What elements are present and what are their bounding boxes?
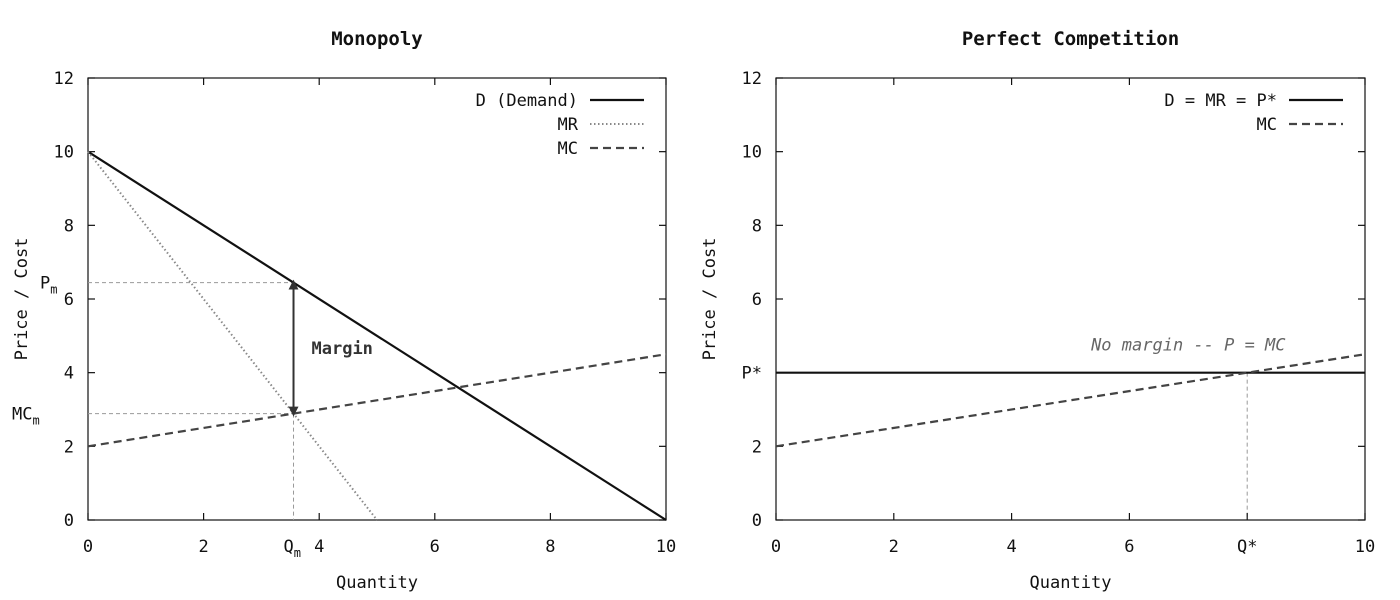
- monopoly-y-tick-label: 8: [64, 216, 74, 236]
- monopoly-series-mc-line: [87, 353, 667, 448]
- monopoly-x-axis-label: Quantity: [336, 573, 418, 593]
- competition-y-axis-label: Price / Cost: [700, 238, 720, 361]
- competition-x-tick-label: 2: [889, 537, 899, 557]
- competition-y-tick-label: 0: [752, 511, 762, 531]
- competition-y-tick-label: 2: [752, 437, 762, 457]
- mcm-tick-label: MCm: [12, 405, 40, 428]
- competition-series-mc-line: [775, 353, 1366, 448]
- monopoly-x-tick-label: 10: [656, 537, 676, 557]
- pm-tick-label: Pm: [40, 274, 57, 297]
- competition-x-tick-label: 0: [771, 537, 781, 557]
- qm-tick-label: Qm: [284, 537, 301, 560]
- monopoly-x-tick-label: 6: [430, 537, 440, 557]
- monopoly-legend-label-d-demand: D (Demand): [476, 91, 578, 111]
- competition-x-axis-label: Quantity: [1030, 573, 1112, 593]
- competition-y-tick-label: 10: [742, 143, 762, 163]
- margin-label: Margin: [312, 339, 373, 359]
- competition-y-tick-label: 8: [752, 216, 762, 236]
- monopoly-x-tick-label: 8: [545, 537, 555, 557]
- monopoly-y-tick-label: 10: [54, 143, 74, 163]
- competition-y-tick-label: 12: [742, 69, 762, 89]
- monopoly-chart: Monopoly 0 2 4 6 8 10 12 0 2 4 6 8 10 Quantity Price / …: [12, 28, 676, 593]
- qstar-tick-label: Q*: [1237, 537, 1257, 557]
- monopoly-x-tick-label: 0: [83, 537, 93, 557]
- competition-y-tick-label: 6: [752, 290, 762, 310]
- competition-legend-label-d-mr-p: D = MR = P*: [1164, 91, 1277, 111]
- monopoly-x-tick-label: 2: [198, 537, 208, 557]
- monopoly-legend-label-mc: MC: [558, 139, 578, 159]
- monopoly-y-tick-label: 6: [64, 290, 74, 310]
- monopoly-y-tick-label: 12: [54, 69, 74, 89]
- pstar-tick-label: P*: [742, 364, 762, 384]
- monopoly-chart-title: Monopoly: [331, 28, 423, 50]
- competition-x-tick-label: 10: [1355, 537, 1375, 557]
- monopoly-y-tick-label: 2: [64, 437, 74, 457]
- competition-x-tick-label: 4: [1006, 537, 1016, 557]
- competition-plot-frame: [775, 77, 1366, 521]
- monopoly-x-tick-label: 4: [314, 537, 324, 557]
- monopoly-y-axis-label: Price / Cost: [12, 238, 32, 361]
- monopoly-y-tick-label: 0: [64, 511, 74, 531]
- monopoly-legend-label-mr: MR: [558, 115, 579, 135]
- no-margin-note: No margin -- P = MC: [1090, 336, 1286, 356]
- competition-x-tick-label: 6: [1124, 537, 1134, 557]
- monopoly-series-mr-line: [87, 151, 378, 521]
- monopoly-plot-frame: [87, 77, 667, 521]
- monopoly-y-tick-label: 4: [64, 364, 74, 384]
- monopoly-series-d-demand-line: [87, 150, 667, 521]
- competition-chart-title: Perfect Competition: [962, 28, 1179, 50]
- competition-legend-label-mc: MC: [1257, 115, 1277, 135]
- perfect-competition-chart: Perfect Competition 0 2 6 8 10 12 0 2 4 6 10 Quantit…: [700, 28, 1375, 593]
